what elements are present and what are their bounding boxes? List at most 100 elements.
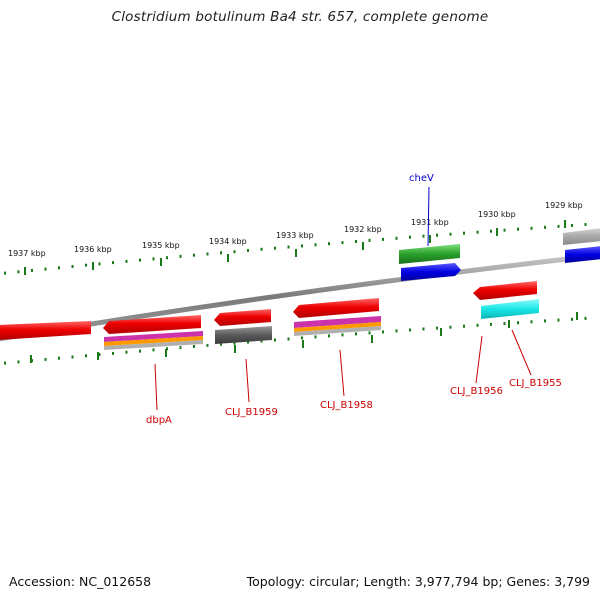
map-title: Clostridium botulinum Ba4 str. 657, comp… (111, 9, 489, 25)
outer-tick-ring (4, 220, 587, 275)
tick-minor (139, 258, 141, 262)
gene-label-clj-b1955[interactable]: CLJ_B1955 (509, 378, 562, 389)
reverse-strand (0, 281, 539, 350)
tick-minor (395, 236, 398, 240)
genome-stats-text: Topology: circular; Length: 3,977,794 bp… (246, 574, 590, 589)
tick-label: 1936 kbp (74, 245, 112, 254)
tick-minor (179, 346, 182, 350)
callout-lines (154, 186, 532, 411)
tick-minor (44, 357, 47, 361)
gene-left-edge-feature[interactable] (0, 321, 91, 340)
tick-minor (382, 330, 384, 334)
tick-minor (422, 327, 425, 331)
accession-text: Accession: NC_012658 (9, 574, 152, 589)
tick-major (440, 328, 442, 336)
callout-clj-b1955 (511, 329, 532, 376)
tick-minor (301, 244, 303, 248)
inner-tick-ring (4, 312, 587, 365)
tick-major (564, 220, 566, 228)
gene-label-chev[interactable]: cheV (409, 173, 434, 184)
tick-minor (463, 324, 465, 328)
gene-lightgray-feature[interactable] (563, 228, 600, 245)
forward-strand (399, 228, 600, 281)
gene-clj-b1956-feature[interactable] (473, 281, 537, 300)
tick-minor (71, 265, 74, 268)
tick-major (302, 340, 304, 348)
tick-minor (314, 335, 317, 339)
tick-minor (260, 247, 263, 251)
tick-minor (544, 319, 546, 323)
tick-minor (112, 351, 114, 355)
tick-minor (449, 325, 452, 329)
tick-minor (571, 224, 573, 227)
tick-minor (166, 347, 168, 351)
gene-clj-b1959-feature[interactable] (214, 309, 271, 326)
gene-clj-b1959-gray-feature[interactable] (215, 326, 272, 344)
gene-chev-feature[interactable] (399, 244, 460, 264)
gene-labels: cheV dbpA CLJ_B1959 CLJ_B1958 CLJ_B1956 … (146, 173, 562, 426)
tick-major (227, 254, 229, 262)
tick-minor (328, 242, 330, 246)
tick-minor (233, 250, 236, 254)
tick-major (496, 228, 498, 236)
tick-minor (503, 322, 506, 325)
tick-major (160, 258, 162, 266)
gene-label-dbpa[interactable]: dbpA (146, 415, 172, 426)
gene-clj-b1958-stripe-gray[interactable] (294, 326, 381, 336)
tick-minor (85, 354, 87, 358)
tick-minor (139, 349, 141, 353)
tick-minor (247, 340, 249, 344)
gene-clj-b1958-stripe-orange[interactable] (294, 322, 381, 332)
tick-minor (58, 266, 60, 270)
gene-label-clj-b1956[interactable]: CLJ_B1956 (450, 386, 503, 397)
tick-minor (355, 240, 357, 243)
tick-minor (274, 338, 276, 342)
gene-label-clj-b1959[interactable]: CLJ_B1959 (225, 407, 278, 418)
gene-clj-b1955-feature[interactable] (481, 299, 539, 319)
tick-minor (112, 261, 114, 265)
tick-minor (503, 228, 506, 232)
tick-major (30, 355, 32, 363)
tick-minor (341, 241, 344, 245)
callout-clj-b1956 (475, 335, 483, 384)
callout-chev (427, 186, 430, 247)
tick-minor (31, 268, 33, 272)
tick-label: 1934 kbp (209, 237, 247, 246)
tick-minor (463, 231, 465, 235)
tick-minor (4, 361, 6, 365)
gene-dbpa-feature[interactable] (103, 315, 201, 334)
tick-minor (571, 317, 573, 321)
tick-minor (490, 322, 492, 326)
tick-label: 1931 kbp (411, 218, 449, 227)
tick-minor (274, 246, 276, 250)
callout-clj-b1958 (339, 349, 345, 397)
gene-dbpa-stripe-magenta[interactable] (104, 331, 203, 342)
gene-clj-b1958-stripe-magenta[interactable] (294, 316, 381, 328)
tick-minor (584, 223, 587, 226)
tick-label: 1930 kbp (478, 210, 516, 219)
tick-minor (193, 345, 195, 348)
tick-minor (287, 337, 290, 341)
tick-minor (17, 360, 20, 364)
gene-blue-feature-right[interactable] (565, 246, 600, 263)
tick-minor (490, 229, 492, 233)
tick-minor (179, 254, 182, 258)
tick-minor (125, 350, 128, 354)
tick-major (576, 312, 578, 320)
tick-minor (98, 262, 101, 266)
callout-dbpa (154, 363, 158, 411)
tick-minor (368, 238, 371, 242)
tick-label: 1937 kbp (8, 249, 46, 258)
tick-minor (287, 245, 290, 249)
tick-minor (557, 224, 560, 228)
gene-blue-feature[interactable] (401, 263, 461, 281)
tick-minor (395, 329, 398, 333)
tick-minor (355, 332, 357, 336)
gene-clj-b1958-feature[interactable] (293, 298, 379, 318)
tick-major (295, 249, 297, 257)
tick-minor (557, 318, 560, 322)
gene-dbpa-stripe-orange[interactable] (104, 336, 203, 346)
gene-dbpa-stripe-gray[interactable] (104, 340, 203, 350)
gene-label-clj-b1958[interactable]: CLJ_B1958 (320, 400, 373, 411)
